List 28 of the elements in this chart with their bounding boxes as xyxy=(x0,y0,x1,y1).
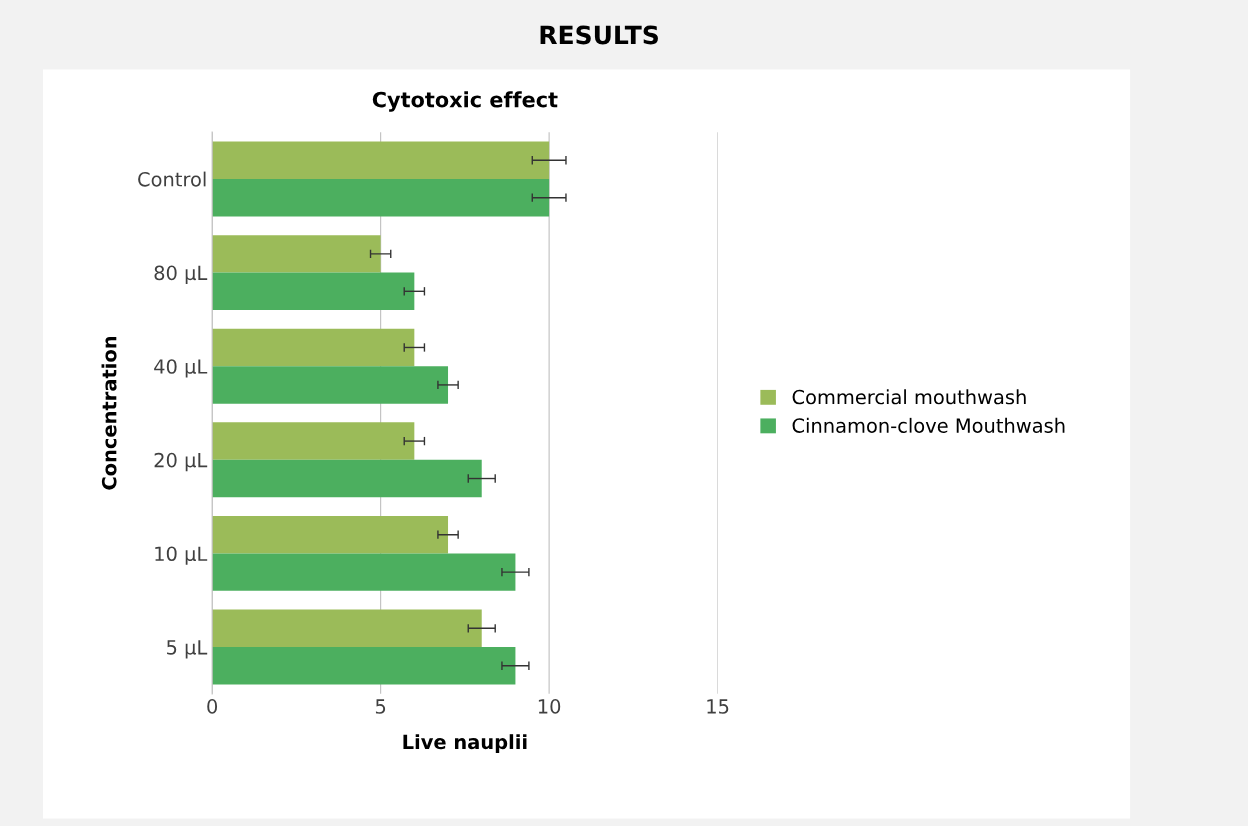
x-tick-label: 5 xyxy=(375,699,386,714)
bar xyxy=(212,553,516,591)
y-tick-label: Control xyxy=(138,171,206,187)
y-tick-label: 80 µL xyxy=(154,265,208,285)
chart-subtitle: Cytotoxic effect xyxy=(372,91,558,112)
bar xyxy=(212,178,550,217)
bar xyxy=(212,422,415,460)
y-tick-label: 5 µL xyxy=(167,640,208,659)
bar xyxy=(212,609,482,648)
bar xyxy=(212,366,449,404)
legend-label: Cinnamon-clove Mouthwash xyxy=(792,417,1065,433)
bar xyxy=(212,459,482,498)
legend-label: Commercial mouthwash xyxy=(792,389,1026,405)
x-tick-label: 15 xyxy=(707,699,729,714)
bar xyxy=(212,272,415,311)
y-axis-title: Concentration xyxy=(101,336,117,490)
y-tick-label: 20 µL xyxy=(154,452,208,472)
bar xyxy=(212,235,381,273)
x-tick-label: 0 xyxy=(207,699,218,714)
bar xyxy=(212,328,415,367)
y-tick-label: 40 µL xyxy=(154,359,208,378)
x-axis-title: Live nauplii xyxy=(403,734,527,754)
chart-title: RESULTS xyxy=(540,25,658,45)
bar xyxy=(212,515,449,554)
bar xyxy=(212,647,516,685)
y-tick-label: 10 µL xyxy=(155,546,208,565)
bar xyxy=(212,141,550,179)
x-tick-label: 10 xyxy=(538,699,561,714)
